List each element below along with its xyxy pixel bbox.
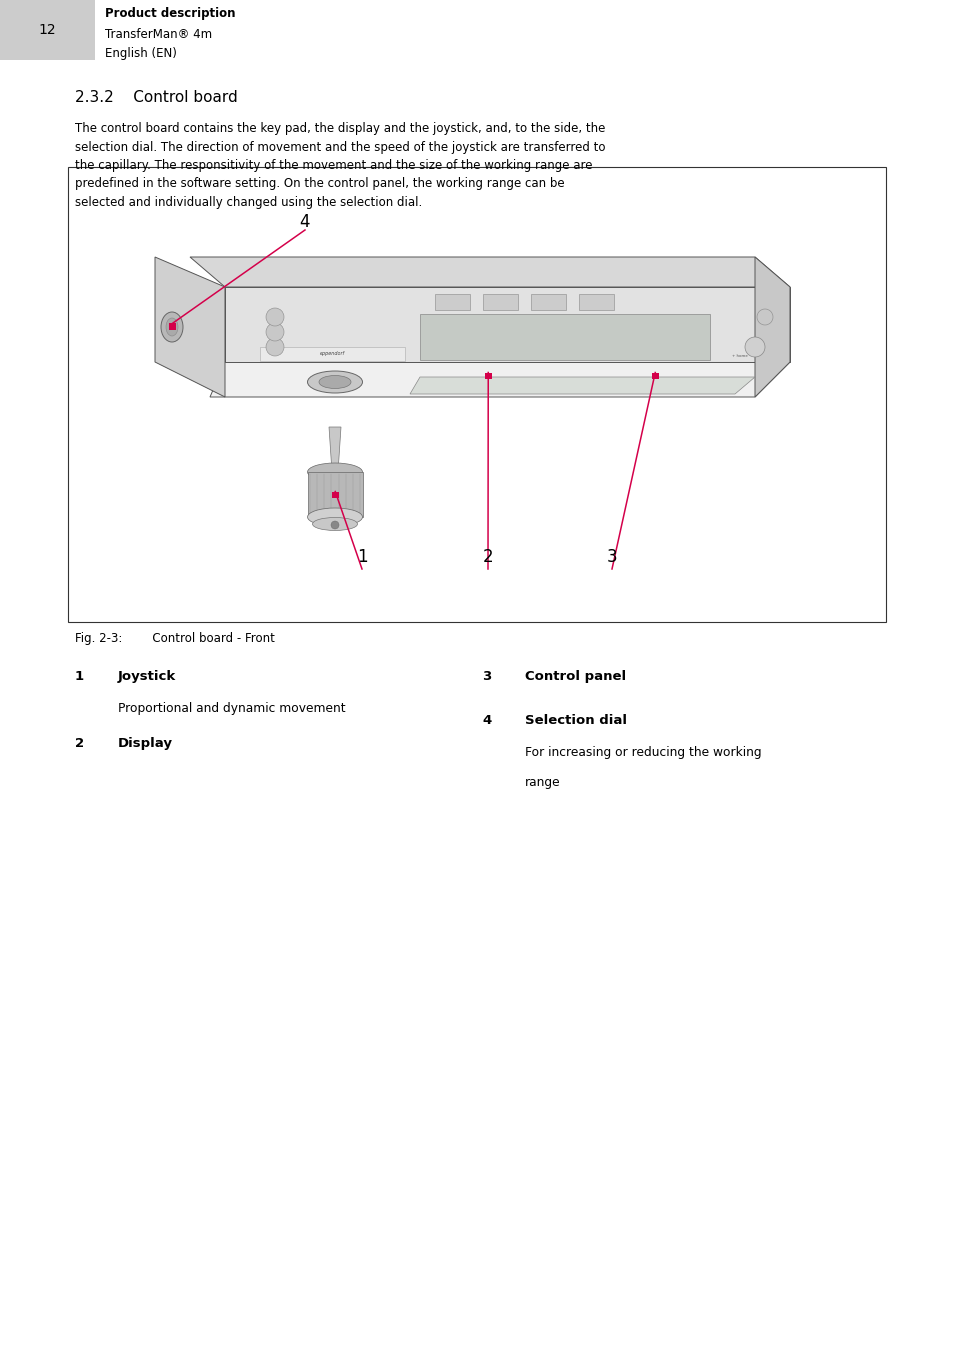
Bar — [0, 0, 95, 59]
Circle shape — [266, 308, 284, 326]
Polygon shape — [419, 314, 709, 360]
Text: The control board contains the key pad, the display and the joystick, and, to th: The control board contains the key pad, … — [75, 122, 605, 210]
Text: Control panel: Control panel — [524, 671, 625, 683]
Text: 12: 12 — [39, 23, 56, 37]
Text: range: range — [524, 776, 560, 790]
Bar — [651, 373, 658, 379]
Circle shape — [744, 337, 764, 357]
Polygon shape — [531, 293, 565, 310]
Text: Display: Display — [118, 737, 172, 750]
Polygon shape — [482, 293, 517, 310]
Text: 2.3.2    Control board: 2.3.2 Control board — [75, 89, 237, 104]
Ellipse shape — [307, 370, 362, 393]
Ellipse shape — [313, 518, 357, 530]
Polygon shape — [307, 472, 362, 516]
Polygon shape — [578, 293, 614, 310]
Text: Proportional and dynamic movement: Proportional and dynamic movement — [118, 702, 345, 715]
Polygon shape — [190, 257, 789, 287]
Bar — [169, 323, 175, 330]
Text: + home: + home — [731, 354, 747, 358]
Text: 2: 2 — [482, 548, 493, 566]
Text: 2: 2 — [75, 737, 84, 750]
Ellipse shape — [166, 318, 178, 337]
Ellipse shape — [307, 508, 362, 526]
Text: 4: 4 — [299, 214, 310, 231]
Text: 4: 4 — [481, 714, 491, 727]
Text: English (EN): English (EN) — [105, 47, 176, 61]
Text: For increasing or reducing the working: For increasing or reducing the working — [524, 746, 760, 758]
Polygon shape — [260, 347, 405, 361]
Text: TransferMan® 4m: TransferMan® 4m — [105, 27, 212, 41]
Circle shape — [331, 521, 338, 529]
Text: Selection dial: Selection dial — [524, 714, 626, 727]
Bar — [68, 168, 885, 622]
Bar — [484, 373, 491, 379]
Text: eppendorf: eppendorf — [319, 352, 344, 357]
Text: 1: 1 — [356, 548, 367, 566]
Ellipse shape — [307, 462, 362, 481]
Text: Joystick: Joystick — [118, 671, 176, 683]
Bar — [332, 492, 338, 498]
Ellipse shape — [318, 376, 351, 388]
Text: 3: 3 — [481, 671, 491, 683]
Text: 3: 3 — [606, 548, 617, 566]
Polygon shape — [210, 362, 789, 397]
Text: Fig. 2-3:        Control board - Front: Fig. 2-3: Control board - Front — [75, 631, 274, 645]
Polygon shape — [329, 427, 340, 472]
Polygon shape — [154, 257, 225, 397]
Circle shape — [266, 323, 284, 341]
Polygon shape — [435, 293, 470, 310]
Circle shape — [266, 338, 284, 356]
Polygon shape — [754, 257, 789, 397]
Polygon shape — [225, 287, 789, 362]
Ellipse shape — [161, 312, 183, 342]
Text: 1: 1 — [75, 671, 84, 683]
Circle shape — [757, 310, 772, 324]
Polygon shape — [410, 377, 754, 393]
Text: Product description: Product description — [105, 8, 235, 20]
